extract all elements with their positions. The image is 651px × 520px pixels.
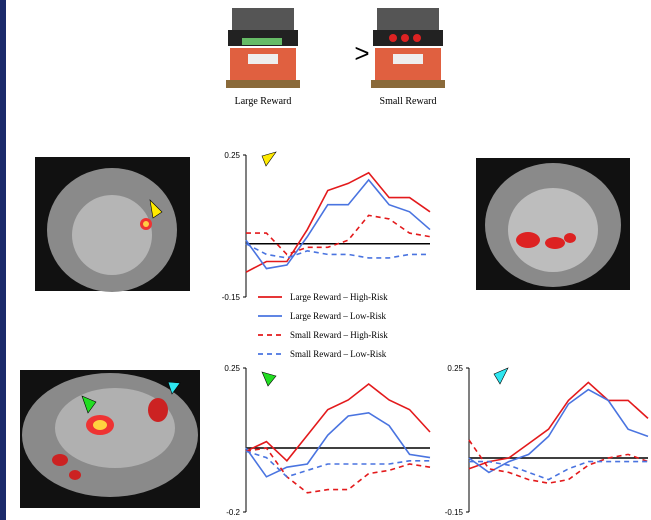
series-line: [246, 244, 430, 258]
comparison-sign: >: [354, 38, 369, 68]
series-line: [469, 462, 648, 480]
y-tick-label: 0.25: [224, 151, 240, 160]
arrowhead: [494, 368, 508, 384]
slot-machine-large: [226, 8, 300, 88]
series-line: [246, 413, 430, 477]
condition-label: Large Reward: [235, 96, 292, 107]
condition-label: Small Reward: [380, 96, 437, 107]
y-tick-label: -0.15: [445, 508, 464, 517]
y-tick-label: 0.25: [447, 364, 463, 373]
series-line: [246, 215, 430, 254]
series-line: [246, 384, 430, 461]
legend-label: Small Reward – Low-Risk: [290, 349, 387, 359]
y-tick-label: -0.15: [222, 293, 241, 302]
side-bar: [0, 0, 6, 520]
series-line: [246, 448, 430, 493]
slot-machine-small: [371, 8, 445, 88]
legend-label: Small Reward – High-Risk: [290, 330, 388, 340]
page: {"figure": {"comparison": ">", "conditio…: [0, 0, 651, 520]
legend-label: Large Reward – High-Risk: [290, 292, 388, 302]
y-tick-label: -0.2: [226, 508, 240, 517]
series-line: [246, 173, 430, 272]
arrowhead: [262, 372, 276, 386]
brain-coronal-right: [476, 158, 630, 290]
arrowhead: [262, 152, 276, 166]
brain-sagittal: [20, 370, 200, 508]
legend-label: Large Reward – Low-Risk: [290, 311, 387, 321]
y-tick-label: 0.25: [224, 364, 240, 373]
figure: > Large Reward Small Reward -0.15 0.25 -0.…: [0, 0, 651, 520]
series-line: [469, 440, 648, 483]
brain-coronal-left: [35, 157, 190, 292]
